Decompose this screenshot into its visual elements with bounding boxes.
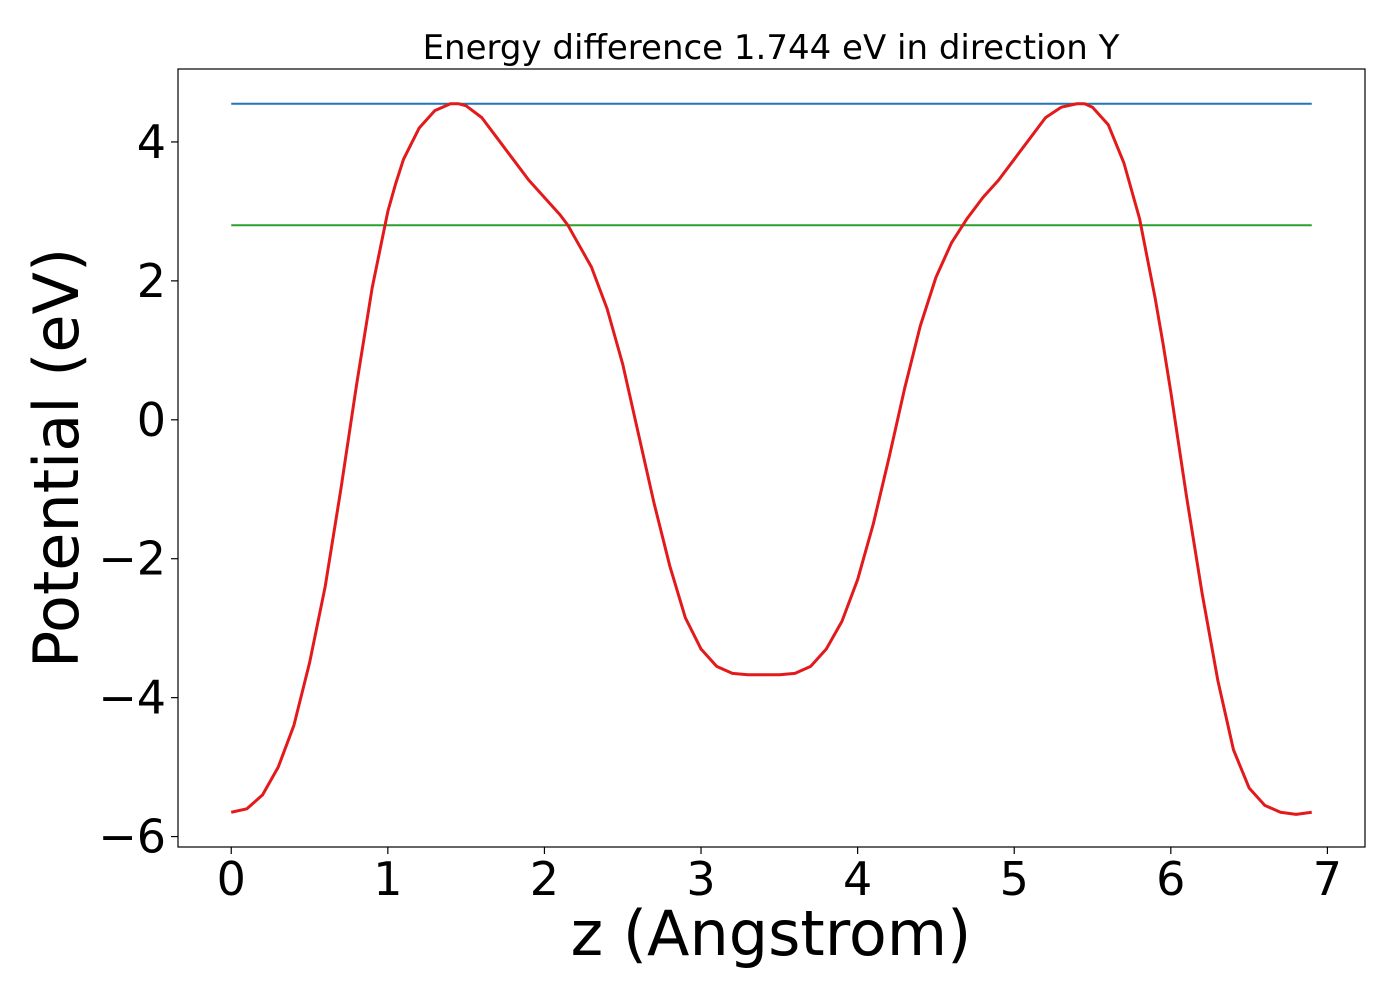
series-line-potential [230,102,1312,816]
x-tick-label: 0 [217,852,246,906]
y-tick-label: 2 [137,254,166,308]
x-tick-label: 5 [1000,852,1029,906]
y-tick-label: 4 [137,115,166,169]
x-tick-label: 1 [373,852,402,906]
x-tick-label: 6 [1156,852,1185,906]
series-layer [230,102,1312,816]
x-axis-label: z (Angstrom) [571,897,972,970]
y-axis-label: Potential (eV) [20,248,93,668]
x-tick-label: 2 [530,852,559,906]
x-tick-label: 3 [686,852,715,906]
y-tick-label: −2 [98,532,166,586]
plot-frame [177,68,1366,848]
x-tick-label: 4 [843,852,872,906]
x-tick-label: 7 [1313,852,1342,906]
y-tick-label: −6 [98,810,166,864]
y-tick-label: −4 [98,671,166,725]
y-axis: −6 −4 −2 0 2 4 [98,115,178,864]
x-axis: 0 1 2 3 4 5 6 7 [217,847,1342,906]
chart-title: Energy difference 1.744 eV in direction … [423,28,1120,68]
y-tick-label: 0 [137,393,166,447]
